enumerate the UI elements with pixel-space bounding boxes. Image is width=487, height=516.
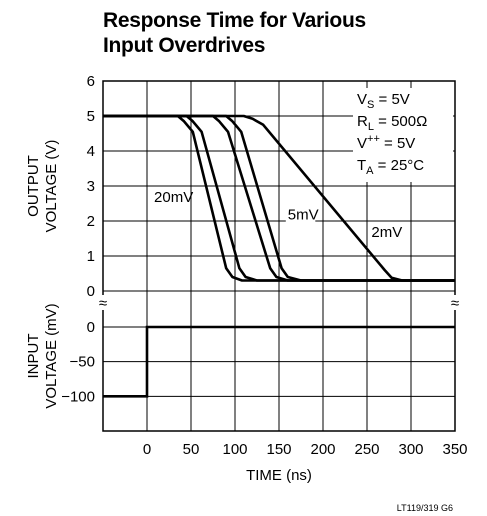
axis-break-mark-left: ≈ — [99, 295, 107, 312]
input-step-curve — [103, 325, 455, 398]
axis-break-mask-right — [452, 295, 459, 310]
y-axis-label-input-line-2: VOLTAGE (mV) — [43, 303, 60, 408]
x-tick-label: 0 — [143, 441, 151, 458]
annotation-bg-1 — [285, 206, 316, 224]
annotation-bg-0 — [152, 188, 191, 206]
series-annotation-20mV: 20mV — [154, 189, 193, 206]
axis-break-mark-right: ≈ — [451, 295, 459, 312]
annotation-bg-2 — [369, 223, 399, 241]
condition-2: V++ = 5V — [357, 133, 415, 152]
conditions-bg — [353, 88, 453, 182]
x-tick-label: 200 — [310, 441, 335, 458]
y-tick-label-input: −100 — [61, 388, 95, 405]
y-tick-label-output: 0 — [87, 283, 95, 300]
chart-title: Response Time for Various Input Overdriv… — [103, 8, 463, 58]
y-tick-label-output: 4 — [87, 143, 95, 160]
y-tick-label-output: 1 — [87, 248, 95, 265]
series-annotation-2mV: 2mV — [371, 224, 402, 241]
axis-break-mask-left — [100, 295, 107, 310]
series-annotation-5mV: 5mV — [288, 206, 319, 223]
condition-0: VS = 5V — [357, 91, 410, 111]
x-tick-label: 350 — [442, 441, 467, 458]
chart-title-line-2: Input Overdrives — [103, 34, 266, 57]
x-tick-label: 100 — [222, 441, 247, 458]
chart-title-line-1: Response Time for Various — [103, 9, 366, 32]
y-axis-label-output: OUTPUT VOLTAGE (V) — [25, 140, 60, 233]
label-layer: ≈ ≈0 1 2 3 4 5 6 0 −50 −100 0 50 100 150 200 250 300 350 TI… — [25, 73, 468, 513]
y-axis-label-input: INPUT VOLTAGE (mV) — [25, 303, 60, 408]
x-tick-label: 250 — [354, 441, 379, 458]
y-tick-label-input: −50 — [70, 354, 95, 371]
y-tick-label-output: 6 — [87, 73, 95, 90]
y-tick-label-output: 5 — [87, 108, 95, 125]
x-axis-label: TIME (ns) — [246, 467, 312, 484]
y-axis-label-input-line-1: INPUT — [25, 334, 42, 379]
y-tick-label-output: 3 — [87, 178, 95, 195]
x-tick-label: 150 — [266, 441, 291, 458]
y-tick-label-output: 2 — [87, 213, 95, 230]
y-tick-label-input: 0 — [87, 319, 95, 336]
plot-frame — [102, 80, 456, 432]
y-axis-label-output-line-2: VOLTAGE (V) — [43, 140, 60, 233]
frame-layer — [100, 80, 459, 432]
output-curve-2mV-4 — [103, 114, 455, 282]
y-axis-label-output-line-1: OUTPUT — [25, 155, 42, 217]
series-layer — [103, 114, 455, 398]
x-tick-label: 300 — [398, 441, 423, 458]
condition-3: TA = 25°C — [357, 157, 424, 177]
figure-id: LT119/319 G6 — [397, 503, 453, 513]
x-tick-label: 50 — [183, 441, 200, 458]
condition-1: RL = 500Ω — [357, 113, 427, 133]
